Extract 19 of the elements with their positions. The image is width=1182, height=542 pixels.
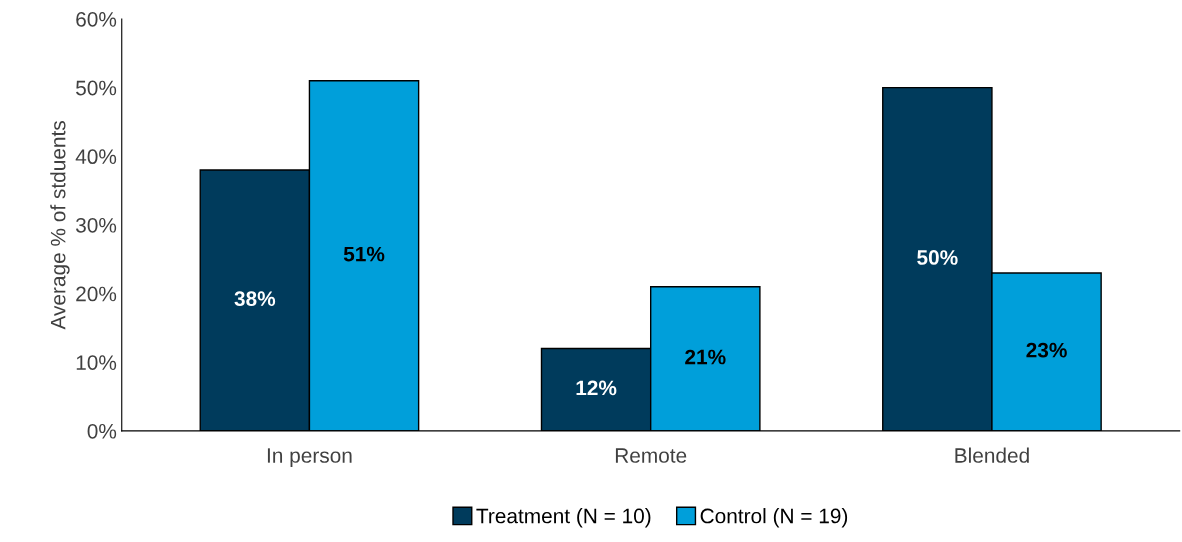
y-axis-title: Average % of stduents	[50, 121, 70, 330]
legend-label: Treatment (N = 10)	[476, 508, 651, 528]
y-tick-label: 60%	[76, 11, 117, 27]
data-label: 50%	[917, 250, 958, 265]
y-tick-label: 50%	[76, 80, 117, 96]
data-label: 38%	[234, 291, 276, 307]
x-tick-label: Blended	[955, 447, 1029, 463]
data-label: 51%	[343, 246, 385, 262]
data-label: 12%	[576, 380, 617, 396]
data-label: 23%	[1026, 342, 1067, 358]
y-tick-label: 0%	[87, 423, 117, 439]
y-tick-label: 40%	[75, 149, 117, 165]
data-label: 21%	[685, 349, 726, 365]
y-tick-label: 30%	[75, 217, 117, 233]
legend-label: Control (N = 19)	[700, 508, 848, 528]
y-tick-label: 10%	[76, 355, 117, 370]
x-tick-label: In person	[267, 448, 352, 467]
x-tick-label: Remote	[615, 448, 687, 463]
y-tick-label: 20%	[76, 286, 117, 302]
